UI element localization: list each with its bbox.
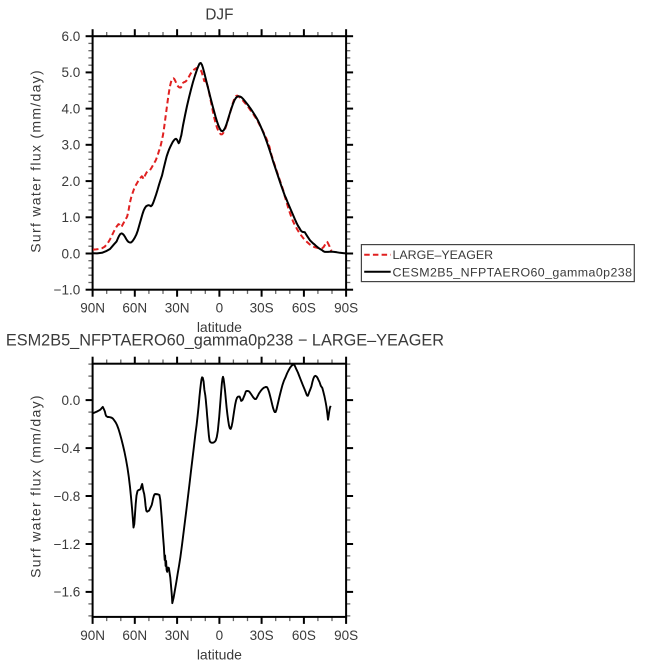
svg-text:30N: 30N: [165, 628, 190, 643]
svg-text:−1.6: −1.6: [54, 585, 81, 600]
svg-text:LARGE–YEAGER: LARGE–YEAGER: [393, 248, 494, 262]
svg-text:ESM2B5_NFPTAERO60_gamma0p238 −: ESM2B5_NFPTAERO60_gamma0p238 − LARGE–YEA…: [6, 332, 444, 350]
svg-text:90S: 90S: [334, 301, 358, 316]
svg-text:CESM2B5_NFPTAERO60_gamma0p238: CESM2B5_NFPTAERO60_gamma0p238: [393, 265, 633, 279]
svg-text:2.0: 2.0: [62, 174, 81, 189]
svg-text:5.0: 5.0: [62, 65, 81, 80]
svg-text:−0.8: −0.8: [54, 489, 81, 504]
svg-text:−1.2: −1.2: [54, 537, 81, 552]
svg-text:3.0: 3.0: [62, 138, 81, 153]
svg-text:90S: 90S: [334, 628, 358, 643]
svg-text:Surf water flux (mm/day): Surf water flux (mm/day): [27, 69, 43, 253]
svg-text:30S: 30S: [250, 628, 274, 643]
svg-text:60N: 60N: [122, 628, 147, 643]
svg-text:60N: 60N: [122, 301, 147, 316]
svg-text:latitude: latitude: [197, 319, 242, 335]
svg-text:6.0: 6.0: [62, 29, 81, 44]
svg-text:60S: 60S: [292, 628, 316, 643]
svg-text:30S: 30S: [250, 301, 274, 316]
svg-text:30N: 30N: [165, 301, 190, 316]
svg-text:60S: 60S: [292, 301, 316, 316]
svg-text:0: 0: [216, 301, 224, 316]
svg-text:DJF: DJF: [205, 7, 233, 24]
svg-text:90N: 90N: [80, 301, 105, 316]
svg-text:latitude: latitude: [197, 646, 242, 662]
svg-text:0.0: 0.0: [62, 246, 81, 261]
svg-text:0: 0: [216, 628, 224, 643]
svg-text:Surf water flux (mm/day): Surf water flux (mm/day): [27, 394, 43, 578]
svg-text:1.0: 1.0: [62, 210, 81, 225]
svg-text:90N: 90N: [80, 628, 105, 643]
svg-text:−1.0: −1.0: [54, 283, 81, 298]
svg-text:4.0: 4.0: [62, 101, 81, 116]
svg-text:0.0: 0.0: [62, 393, 81, 408]
svg-text:−0.4: −0.4: [54, 441, 81, 456]
